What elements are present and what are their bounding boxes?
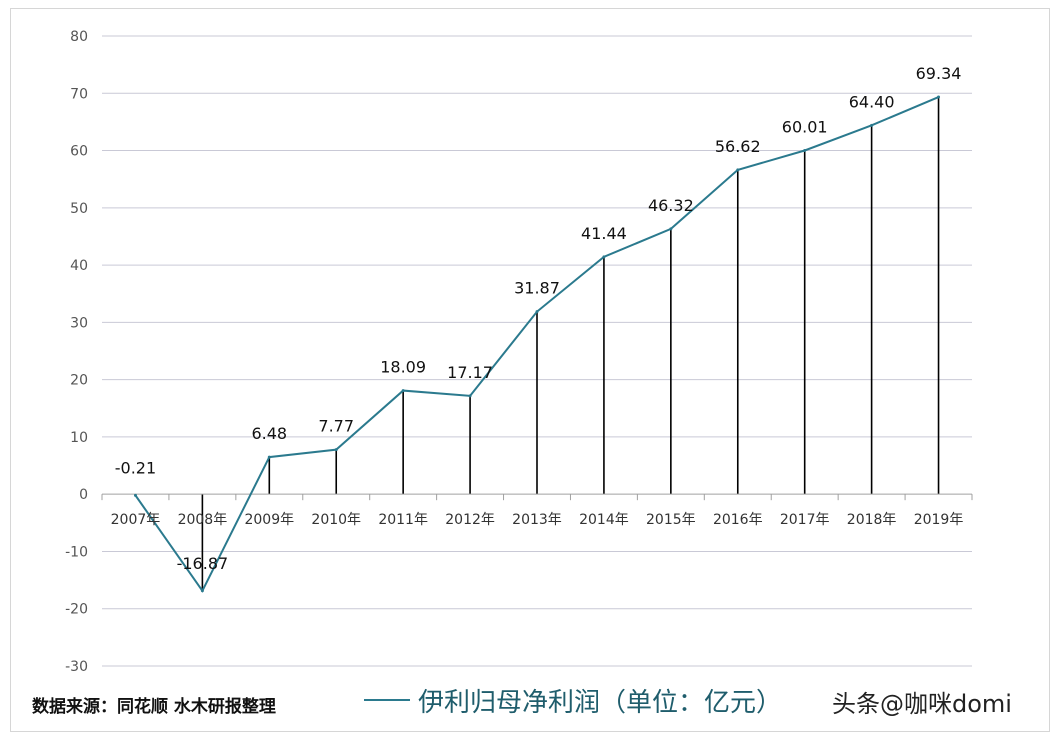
data-label: -0.21 [115, 458, 156, 477]
watermark: 头条@咖咪domi [832, 690, 1012, 718]
x-tick-label: 2019年 [914, 512, 964, 528]
legend: 伊利归母净利润（单位：亿元） [364, 680, 782, 720]
grid-lines [102, 35, 972, 667]
x-tick-label: 2014年 [579, 512, 629, 528]
data-label: 6.48 [251, 424, 287, 443]
y-tick-label: 30 [70, 315, 88, 331]
x-tick-label: 2010年 [311, 512, 361, 528]
chart-frame [10, 8, 1050, 732]
y-tick-label: 50 [70, 201, 88, 217]
x-tick-label: 2007年 [111, 512, 161, 528]
data-source-note: 数据来源：同花顺 水木研报整理 [32, 697, 276, 717]
x-axis-labels: 2007年 2008年 2009年 2010年 2011年 2012年 2013年 2014年… [111, 512, 964, 528]
data-label: 56.62 [715, 137, 761, 156]
y-tick-label: 10 [70, 430, 88, 446]
data-label: -16.87 [177, 554, 229, 573]
data-point [803, 148, 807, 152]
x-tick-label: 2015年 [646, 512, 696, 528]
legend-label: 伊利归母净利润（单位：亿元） [418, 687, 783, 718]
data-point [736, 168, 740, 172]
data-label: 64.40 [849, 92, 895, 111]
x-tick-label: 2011年 [378, 512, 428, 528]
data-point [133, 493, 137, 497]
data-point [870, 123, 874, 127]
x-tick-label: 2013年 [512, 512, 562, 528]
y-tick-label: -10 [65, 544, 88, 560]
data-point [334, 448, 338, 452]
x-tick-label: 2017年 [780, 512, 830, 528]
data-point [200, 589, 204, 593]
y-tick-label: 0 [79, 487, 88, 503]
drop-lines [134, 97, 940, 591]
y-tick-label: -20 [65, 602, 88, 618]
series-line [133, 95, 941, 593]
data-label: 69.34 [916, 64, 962, 83]
data-label: 41.44 [581, 224, 627, 243]
data-label: 60.01 [782, 117, 828, 136]
y-tick-label: 40 [70, 258, 88, 274]
y-axis-ticks: 80 70 60 50 40 30 20 10 0 -10 -20 -30 [65, 29, 88, 675]
data-point [267, 455, 271, 459]
x-tick-label: 2018年 [847, 512, 897, 528]
y-tick-label: 80 [70, 29, 88, 45]
x-axis [101, 493, 973, 501]
data-labels: -0.21 -16.87 6.48 7.77 18.09 17.17 31.87 41.44 4… [115, 64, 962, 573]
data-label: 31.87 [514, 279, 560, 298]
y-tick-label: 60 [70, 144, 88, 160]
y-tick-label: 20 [70, 373, 88, 389]
data-point [602, 255, 606, 259]
x-tick-label: 2008年 [178, 512, 228, 528]
y-tick-label: -30 [65, 659, 88, 675]
data-label: 46.32 [648, 196, 694, 215]
x-tick-label: 2009年 [244, 512, 294, 528]
legend-line-swatch [364, 699, 410, 701]
x-tick-label: 2012年 [445, 512, 495, 528]
data-point [669, 227, 673, 231]
data-point [468, 394, 472, 398]
data-label: 18.09 [380, 358, 426, 377]
x-tick-label: 2016年 [713, 512, 763, 528]
data-point [937, 95, 941, 99]
data-label: 17.17 [447, 363, 493, 382]
data-label: 7.77 [318, 417, 354, 436]
y-tick-label: 70 [70, 86, 88, 102]
data-point [401, 389, 405, 393]
data-point [535, 310, 539, 314]
